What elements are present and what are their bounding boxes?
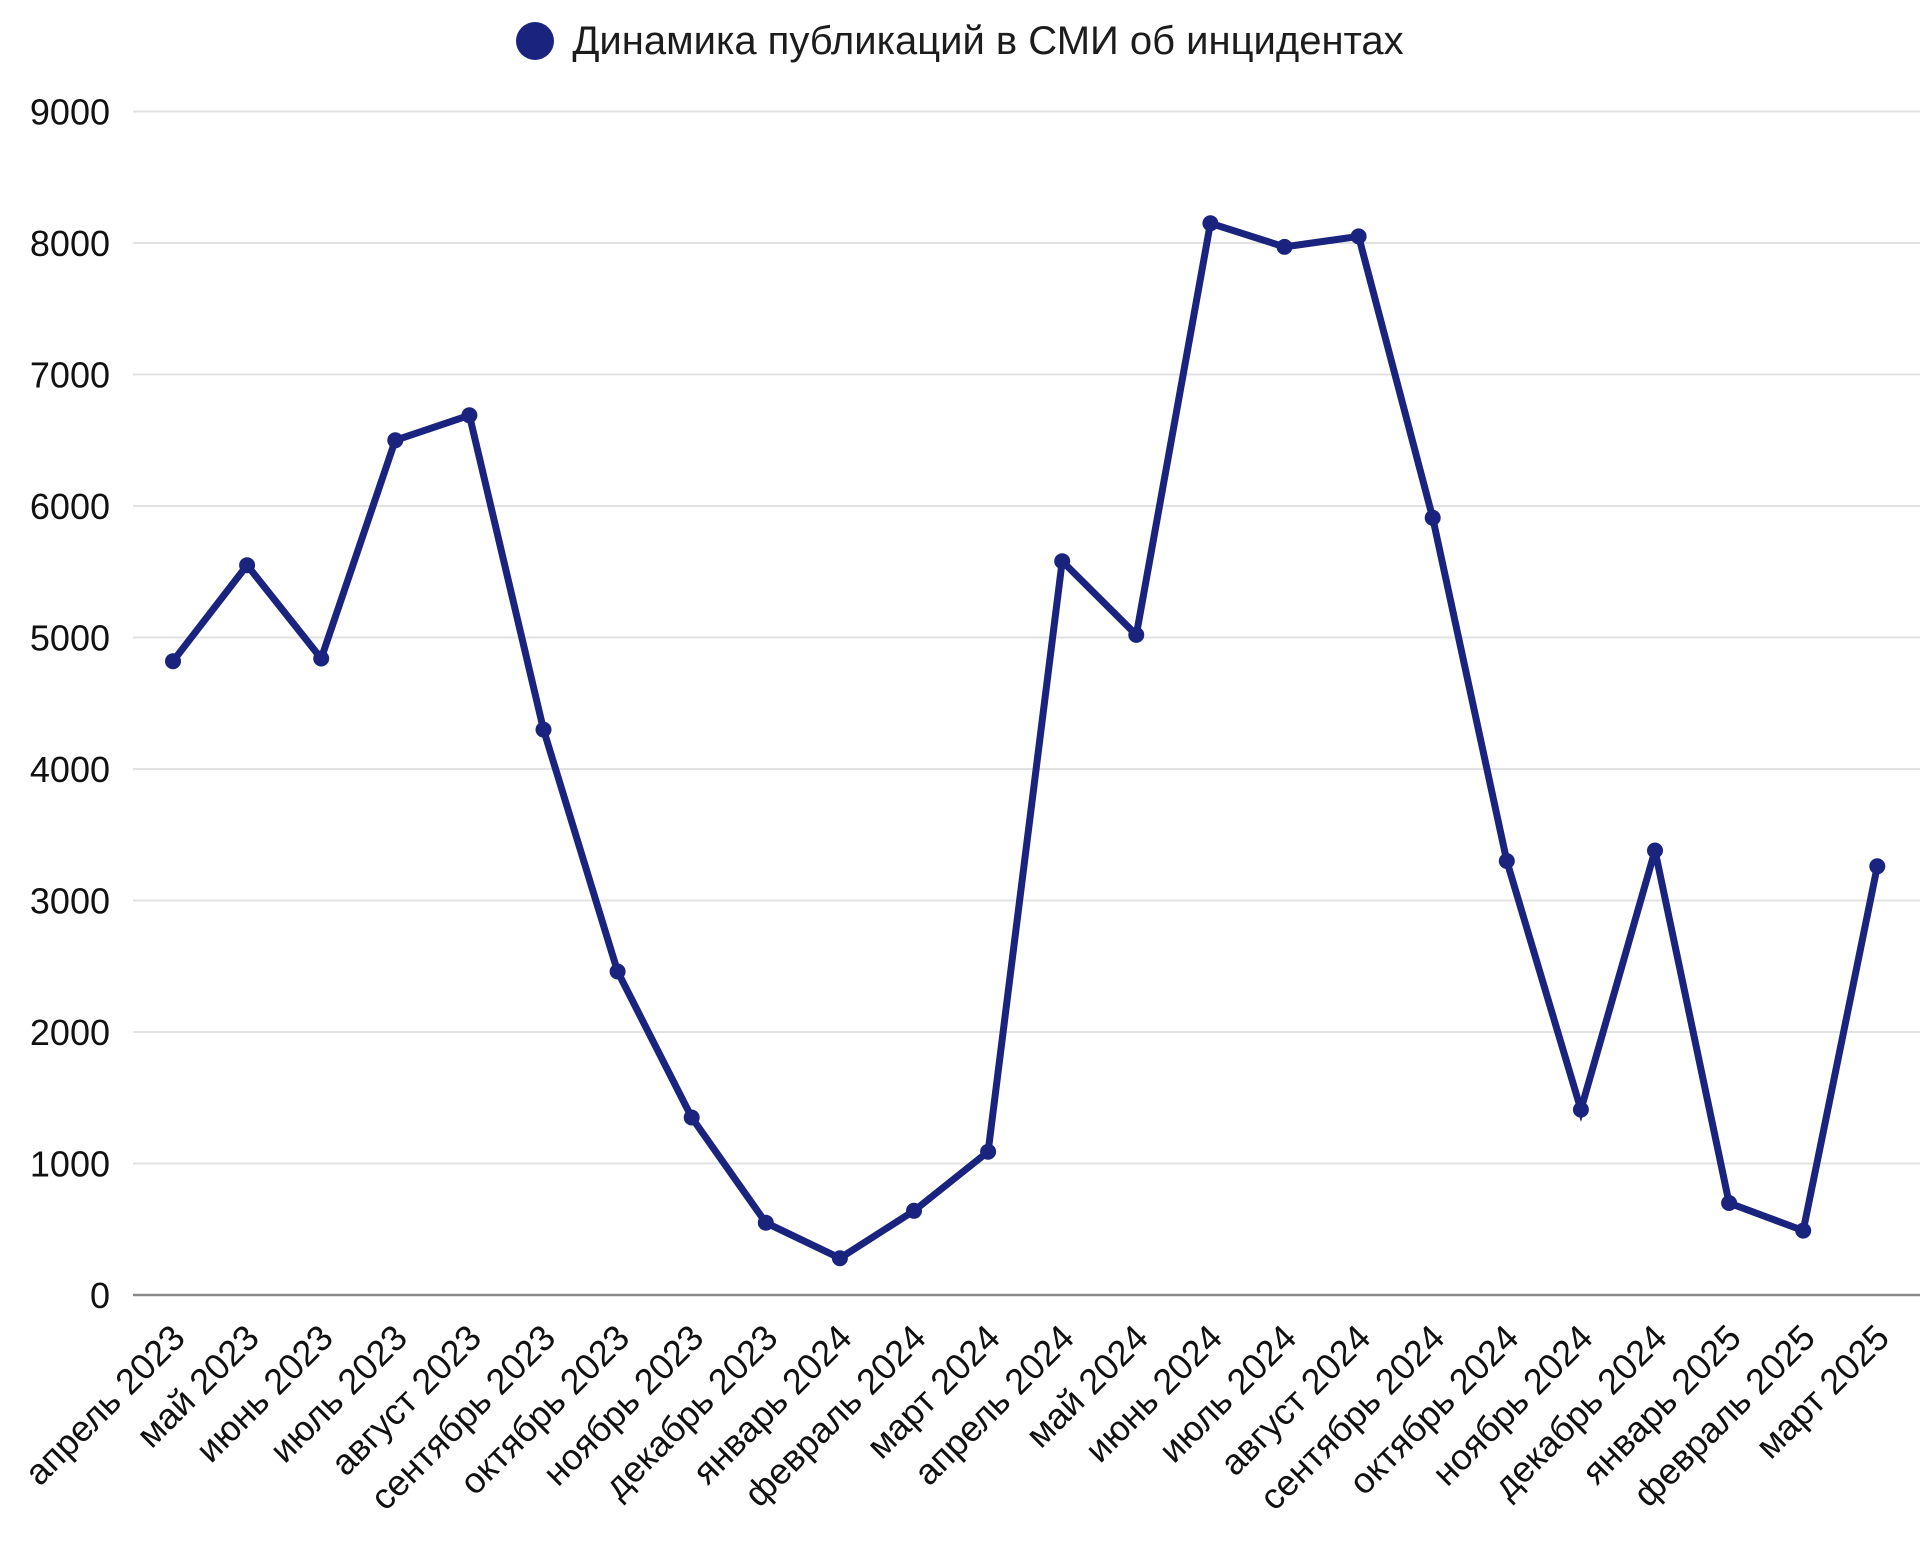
data-point-marker (1128, 626, 1145, 643)
y-axis-tick-label: 7000 (30, 355, 110, 396)
data-point-marker (313, 650, 330, 667)
data-point-marker (831, 1250, 848, 1267)
y-axis-tick-label: 4000 (30, 749, 110, 790)
data-point-marker (980, 1143, 997, 1160)
data-point-marker (1647, 842, 1663, 859)
data-point-marker (609, 963, 626, 980)
data-point-marker (387, 432, 404, 449)
y-axis-tick-label: 5000 (30, 618, 110, 659)
data-point-marker (461, 407, 478, 424)
data-point-marker (239, 557, 256, 574)
data-point-marker (683, 1109, 700, 1126)
y-axis-tick-label: 1000 (30, 1144, 110, 1185)
data-point-marker (1424, 509, 1441, 526)
data-point-marker (1795, 1222, 1812, 1239)
y-axis-tick-label: 8000 (30, 223, 110, 264)
data-point-marker (1202, 215, 1219, 232)
y-axis-tick-label: 3000 (30, 881, 110, 922)
legend-series-marker-icon (516, 22, 555, 60)
data-point-marker (1276, 238, 1293, 255)
data-point-marker (1054, 553, 1071, 570)
data-point-marker (1498, 853, 1515, 869)
data-point-marker (757, 1214, 774, 1231)
data-point-marker (1350, 228, 1367, 245)
y-axis-tick-label: 6000 (30, 486, 110, 527)
y-axis-tick-label: 0 (90, 1275, 110, 1316)
legend-series-label: Динамика публикаций в СМИ об инцидентах (572, 19, 1404, 63)
data-point-marker (906, 1202, 922, 1219)
data-point-marker (535, 721, 552, 738)
series-line (169, 218, 1881, 1263)
y-axis-tick-label: 9000 (30, 92, 110, 133)
data-point-marker (1572, 1101, 1589, 1118)
chart-legend[interactable]: Динамика публикаций в СМИ об инцидентах (0, 18, 1920, 64)
y-axis-tick-label: 2000 (30, 1012, 110, 1053)
data-point-marker (1869, 858, 1886, 875)
data-point-marker (165, 653, 181, 670)
data-point-marker (1721, 1195, 1738, 1211)
